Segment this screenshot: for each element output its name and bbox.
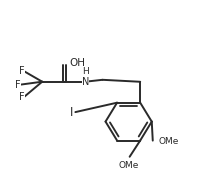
Text: I: I	[69, 106, 73, 119]
Text: F: F	[15, 80, 21, 89]
Text: OMe: OMe	[118, 162, 138, 170]
Text: N: N	[81, 77, 89, 87]
Text: OH: OH	[69, 58, 85, 68]
Text: OMe: OMe	[158, 137, 178, 146]
Text: F: F	[19, 92, 24, 102]
Text: F: F	[19, 66, 24, 76]
Text: H: H	[82, 67, 89, 76]
